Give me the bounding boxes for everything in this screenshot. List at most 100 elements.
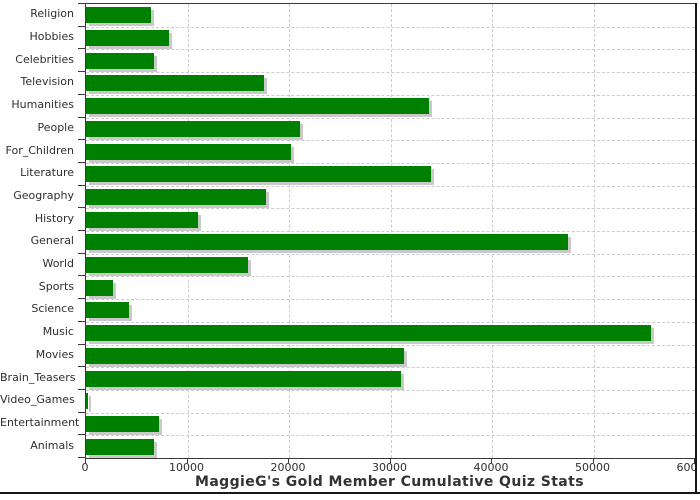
gridline-horizontal bbox=[86, 162, 695, 164]
bar-history bbox=[86, 211, 198, 228]
y-axis-label: Humanities bbox=[11, 98, 74, 112]
bar-animals bbox=[86, 438, 154, 455]
x-axis-tick-label: 10000 bbox=[169, 461, 204, 474]
y-axis-label: Science bbox=[31, 302, 74, 316]
gridline-horizontal bbox=[86, 208, 695, 210]
gridline-horizontal bbox=[86, 26, 695, 28]
x-axis-tick bbox=[186, 458, 188, 463]
gridline-horizontal bbox=[86, 412, 695, 414]
y-axis-tick bbox=[78, 25, 86, 27]
y-axis-tick bbox=[78, 230, 86, 231]
gridline-horizontal bbox=[86, 389, 695, 391]
y-axis-tick bbox=[78, 434, 86, 436]
y-axis-label: Literature bbox=[20, 166, 74, 180]
y-axis-tick bbox=[78, 366, 86, 368]
y-axis-label: Animals bbox=[30, 438, 74, 452]
y-axis-label: Hobbies bbox=[29, 30, 74, 44]
bar-celebrities bbox=[86, 52, 154, 69]
y-axis-tick bbox=[78, 139, 86, 141]
bar-general bbox=[86, 234, 569, 251]
y-axis-label: Celebrities bbox=[15, 52, 74, 66]
y-axis-tick bbox=[78, 320, 86, 322]
y-axis-tick bbox=[78, 3, 86, 4]
y-axis-label: For_Children bbox=[5, 143, 74, 157]
window-frame-right-edge bbox=[695, 3, 697, 494]
y-axis-label: Geography bbox=[13, 188, 74, 202]
bar-entertainment bbox=[86, 415, 160, 432]
y-axis-tick bbox=[78, 298, 86, 300]
y-axis-label: General bbox=[30, 234, 74, 248]
gridline-horizontal bbox=[86, 140, 695, 142]
y-axis-tick bbox=[78, 252, 86, 254]
gridline-horizontal bbox=[86, 253, 695, 255]
x-axis-tick-label: 60000 bbox=[676, 461, 697, 474]
y-axis-tick bbox=[78, 93, 86, 95]
bar-sports bbox=[86, 279, 114, 296]
y-axis-label: Religion bbox=[30, 7, 74, 21]
y-axis-tick bbox=[78, 71, 86, 73]
x-axis-tick bbox=[288, 458, 289, 463]
plot-area bbox=[85, 3, 696, 459]
gridline-horizontal bbox=[86, 276, 695, 278]
y-axis-tick bbox=[78, 161, 86, 163]
gridline-horizontal bbox=[86, 299, 695, 301]
bar-people bbox=[86, 120, 301, 137]
x-axis-tick bbox=[85, 458, 86, 463]
gridline-horizontal bbox=[86, 49, 695, 51]
gridline-horizontal bbox=[86, 231, 695, 232]
gridline-horizontal bbox=[86, 94, 695, 96]
bar-for_children bbox=[86, 143, 292, 160]
x-axis-tick-label: 0 bbox=[81, 461, 89, 474]
y-axis-label: Music bbox=[42, 325, 74, 339]
y-axis-label: Television bbox=[20, 75, 75, 89]
y-axis-tick bbox=[78, 388, 86, 390]
chart-title: MaggieG's Gold Member Cumulative Quiz St… bbox=[195, 474, 584, 490]
y-axis-label: History bbox=[34, 211, 74, 225]
y-axis-label: Video_Games bbox=[0, 393, 75, 407]
y-axis-tick bbox=[78, 207, 86, 209]
x-axis-tick-label: 30000 bbox=[372, 461, 407, 474]
x-axis-tick-label: 20000 bbox=[270, 461, 306, 474]
bar-literature bbox=[86, 166, 432, 183]
x-axis-tick bbox=[694, 458, 695, 463]
y-axis-tick bbox=[78, 343, 86, 345]
y-axis-label: Brain_Teasers bbox=[0, 370, 76, 384]
gridline-horizontal bbox=[86, 344, 695, 346]
x-axis-tick bbox=[389, 458, 391, 463]
window-frame-bottom-edge bbox=[0, 492, 700, 494]
y-axis-label: Entertainment bbox=[0, 415, 80, 429]
gridline-horizontal bbox=[86, 367, 695, 369]
x-axis-tick-label: 50000 bbox=[575, 461, 610, 474]
y-axis-tick bbox=[78, 48, 86, 50]
gridline-horizontal bbox=[86, 72, 695, 74]
bar-video_games bbox=[86, 393, 89, 410]
gridline-horizontal bbox=[86, 117, 695, 119]
bar-music bbox=[86, 325, 652, 342]
y-axis-tick bbox=[78, 116, 86, 118]
gridline-horizontal bbox=[86, 321, 695, 323]
x-axis-tick bbox=[592, 458, 594, 463]
bar-religion bbox=[86, 7, 151, 24]
y-axis-tick bbox=[78, 411, 86, 413]
bar-geography bbox=[86, 188, 266, 205]
y-axis-tick bbox=[78, 275, 86, 277]
gridline-horizontal bbox=[86, 185, 695, 187]
bar-world bbox=[86, 257, 249, 274]
bar-brain_teasers bbox=[86, 370, 401, 387]
x-axis-tick-label: 40000 bbox=[473, 461, 509, 474]
bar-movies bbox=[86, 347, 404, 364]
x-axis-tick bbox=[491, 458, 492, 463]
y-axis-label: People bbox=[37, 120, 74, 134]
bar-science bbox=[86, 302, 129, 319]
bar-television bbox=[86, 75, 264, 92]
bar-humanities bbox=[86, 98, 430, 115]
gridline-horizontal bbox=[86, 435, 695, 437]
y-axis-label: World bbox=[42, 257, 74, 271]
y-axis-label: Sports bbox=[38, 279, 74, 293]
y-axis-tick bbox=[78, 184, 86, 186]
y-axis-tick bbox=[78, 457, 86, 458]
y-axis-label: Movies bbox=[35, 347, 74, 361]
bar-hobbies bbox=[86, 30, 170, 47]
